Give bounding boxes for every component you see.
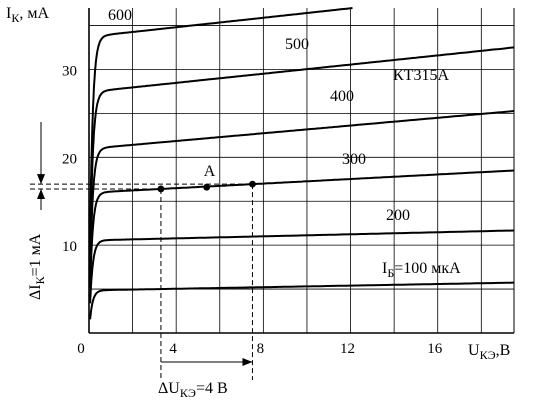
curve-6 — [89, 281, 515, 320]
series-label: 300 — [342, 151, 366, 168]
series-label: 400 — [330, 88, 354, 105]
y-tick-label: 10 — [62, 239, 77, 255]
curve-3 — [89, 110, 515, 275]
x-tick-label: 0 — [77, 341, 85, 357]
y-tick-label: 30 — [62, 63, 77, 79]
series-label: IБ=100 мкА — [382, 260, 461, 280]
delta-i-arrowhead-top — [37, 174, 45, 185]
delta-i-arrowhead-bottom — [37, 188, 45, 199]
labels: 0 4 8 12 16 10 20 30 IК, мА UКЭ,В КТ315А 600 500 400 3… — [6, 5, 510, 400]
operating-point — [203, 183, 211, 191]
y-tick-label: 20 — [62, 151, 77, 167]
curve-1 — [89, 7, 353, 239]
x-tick-label: 12 — [340, 341, 355, 357]
series-label: 600 — [108, 7, 132, 24]
curve-2 — [89, 46, 515, 256]
characteristic-curves — [89, 7, 515, 320]
grid — [89, 8, 514, 333]
curve-5 — [89, 229, 515, 304]
y-axis-title: IК, мА — [6, 5, 49, 25]
series-label: 500 — [285, 36, 309, 53]
delta-u-arrowhead — [242, 358, 253, 366]
point-label-a: A — [204, 163, 216, 180]
x-axis-title: UКЭ,В — [468, 342, 510, 362]
axes — [88, 8, 515, 334]
delta-u-label: ΔUКЭ=4 В — [158, 380, 228, 400]
x-tick-label: 8 — [257, 341, 265, 357]
x-tick-label: 16 — [427, 341, 443, 357]
chart-title: КТ315А — [393, 67, 449, 84]
delta-i-label: ΔIК=1 мА — [27, 233, 47, 300]
curve-4 — [89, 169, 515, 289]
x-tick-label: 4 — [169, 341, 177, 357]
series-label: 200 — [386, 207, 410, 224]
delta-annotations — [30, 122, 256, 380]
